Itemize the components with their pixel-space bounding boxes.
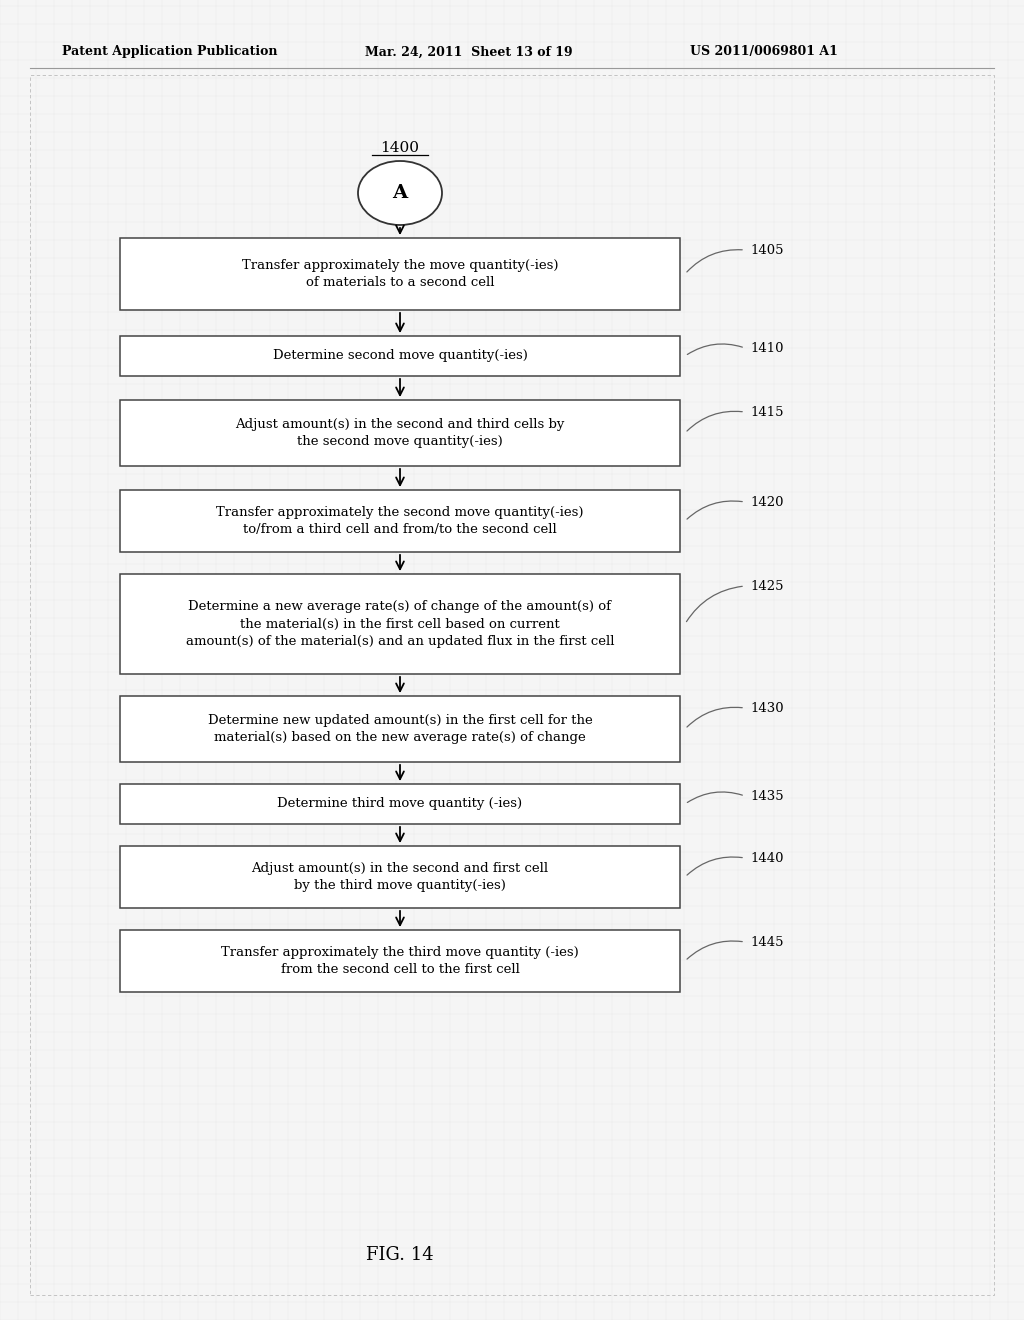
- Text: Mar. 24, 2011  Sheet 13 of 19: Mar. 24, 2011 Sheet 13 of 19: [365, 45, 572, 58]
- Bar: [120, 574, 680, 675]
- Bar: [120, 784, 680, 824]
- Text: 1445: 1445: [750, 936, 783, 949]
- Text: 1430: 1430: [750, 701, 783, 714]
- Text: Transfer approximately the second move quantity(-ies)
to/from a third cell and f: Transfer approximately the second move q…: [216, 506, 584, 536]
- Bar: [120, 337, 680, 376]
- Text: Adjust amount(s) in the second and first cell
by the third move quantity(-ies): Adjust amount(s) in the second and first…: [252, 862, 549, 892]
- Text: Determine second move quantity(-ies): Determine second move quantity(-ies): [272, 350, 527, 363]
- Text: FIG. 14: FIG. 14: [367, 1246, 434, 1265]
- Text: Determine a new average rate(s) of change of the amount(s) of
the material(s) in: Determine a new average rate(s) of chang…: [185, 601, 614, 648]
- Bar: [120, 238, 680, 310]
- Text: Adjust amount(s) in the second and third cells by
the second move quantity(-ies): Adjust amount(s) in the second and third…: [236, 417, 564, 449]
- Bar: [120, 931, 680, 993]
- Bar: [120, 490, 680, 552]
- Text: 1405: 1405: [750, 243, 783, 256]
- Text: Determine third move quantity (-ies): Determine third move quantity (-ies): [278, 797, 522, 810]
- Text: 1415: 1415: [750, 405, 783, 418]
- Text: 1410: 1410: [750, 342, 783, 355]
- Ellipse shape: [358, 161, 442, 224]
- Text: Transfer approximately the third move quantity (-ies)
from the second cell to th: Transfer approximately the third move qu…: [221, 945, 579, 977]
- Text: 1420: 1420: [750, 495, 783, 508]
- Text: Determine new updated amount(s) in the first cell for the
material(s) based on t: Determine new updated amount(s) in the f…: [208, 714, 592, 744]
- Text: A: A: [392, 183, 408, 202]
- Bar: [120, 400, 680, 466]
- Text: Patent Application Publication: Patent Application Publication: [62, 45, 278, 58]
- Text: 1440: 1440: [750, 851, 783, 865]
- Bar: [120, 696, 680, 762]
- Text: 1425: 1425: [750, 579, 783, 593]
- Text: US 2011/0069801 A1: US 2011/0069801 A1: [690, 45, 838, 58]
- Text: 1435: 1435: [750, 789, 783, 803]
- Bar: [120, 846, 680, 908]
- Text: 1400: 1400: [381, 141, 420, 154]
- Text: Transfer approximately the move quantity(-ies)
of materials to a second cell: Transfer approximately the move quantity…: [242, 259, 558, 289]
